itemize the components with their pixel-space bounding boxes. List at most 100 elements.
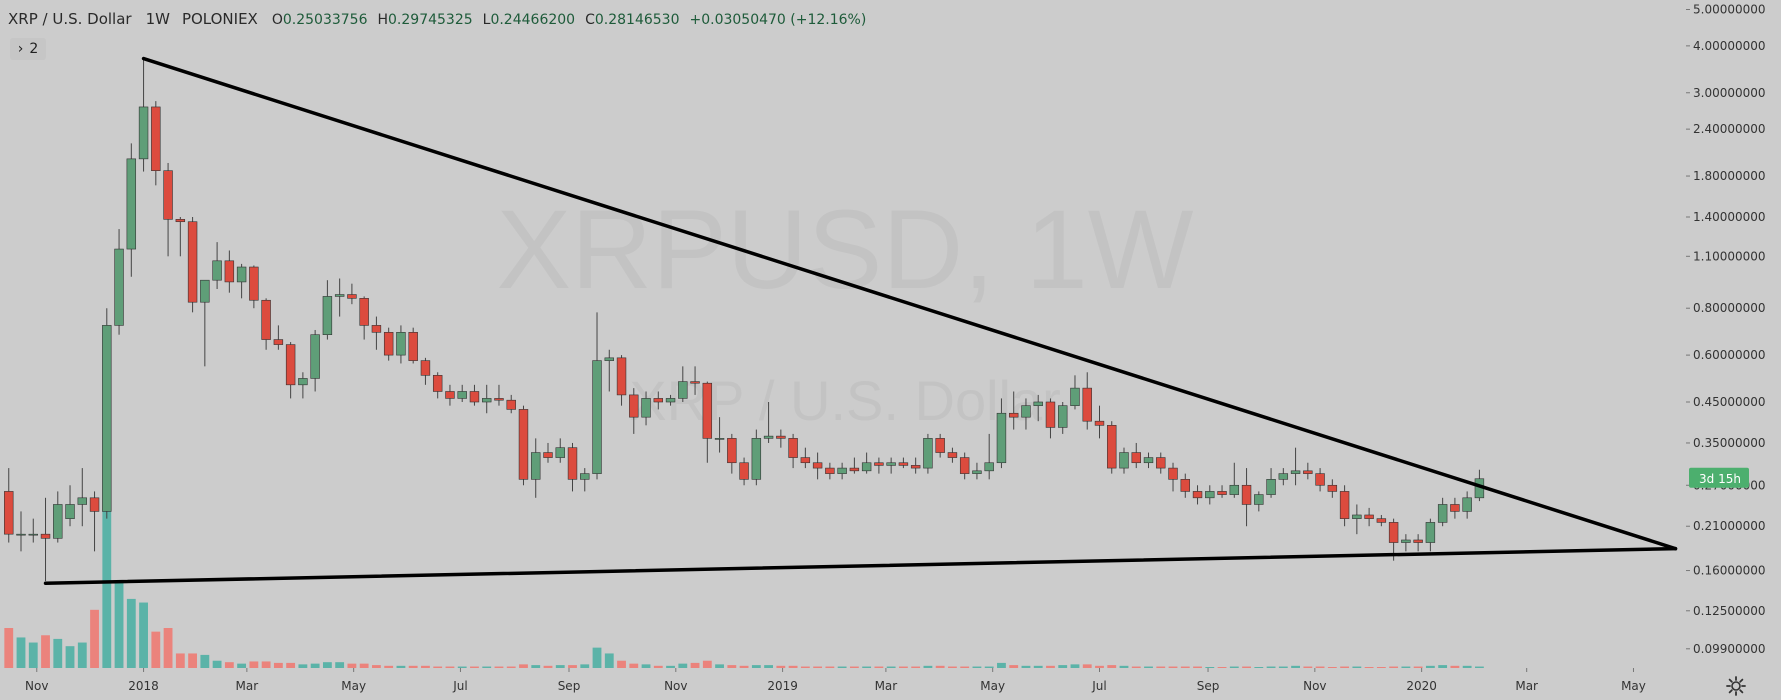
- candle-body: [1070, 387, 1080, 406]
- volume-bar: [1450, 665, 1460, 668]
- time-axis[interactable]: Nov 2018 Mar May Jul Sep Nov 2019 Mar May Jul Sep No…: [25, 668, 1646, 693]
- volume-bar: [874, 666, 884, 668]
- volume-bar: [788, 665, 798, 668]
- candle-body: [800, 457, 811, 464]
- candle-body: [114, 248, 124, 326]
- volume-bar: [163, 628, 173, 668]
- volume-bar: [1217, 667, 1227, 668]
- candle-body: [898, 462, 909, 466]
- candle-body: [175, 219, 186, 223]
- candle-body: [1205, 491, 1215, 499]
- candle-body: [1254, 494, 1264, 505]
- volume-bar: [702, 660, 712, 668]
- timeframe-label[interactable]: 1W: [145, 10, 170, 28]
- volume-bar: [114, 580, 124, 668]
- time-tick-label: Mar: [875, 679, 898, 693]
- candle-body: [1229, 484, 1240, 495]
- candle-body: [1303, 470, 1313, 474]
- candle-body: [494, 398, 504, 401]
- change-value: +0.03050470 (+12.16%): [689, 12, 867, 28]
- candle-body: [702, 382, 713, 439]
- volume-bar: [1291, 665, 1300, 668]
- candle-body: [690, 381, 700, 384]
- candle-body: [776, 435, 786, 439]
- volume-bar: [972, 666, 982, 668]
- candle-body: [641, 398, 651, 418]
- candle-body: [1290, 470, 1301, 474]
- candle-body: [506, 399, 516, 410]
- volume-bar: [298, 664, 308, 668]
- candle-body: [359, 298, 369, 326]
- candle-body: [4, 491, 14, 535]
- candle-body: [347, 294, 357, 299]
- volume-bar: [727, 665, 737, 668]
- volume-bar: [237, 663, 247, 668]
- volume-bar: [923, 665, 933, 668]
- price-axis[interactable]: 5.00000000 4.00000000 3.00000000 2.40000000…: [1686, 2, 1766, 656]
- volume-bar: [776, 665, 786, 668]
- volume-bar: [188, 653, 197, 668]
- candle-body: [1021, 405, 1031, 418]
- candle-body: [1008, 412, 1019, 418]
- volume-bar: [1266, 666, 1276, 668]
- volume-bar: [715, 664, 724, 668]
- volume-bar: [1364, 667, 1374, 668]
- volume-bar: [1082, 664, 1092, 668]
- candle-body: [273, 339, 284, 345]
- candle-body: [874, 462, 884, 466]
- candle-body: [236, 266, 247, 283]
- candle-body: [1082, 387, 1092, 422]
- volume-bar: [1401, 666, 1411, 668]
- candle-body: [1278, 473, 1289, 480]
- volume-bar: [1474, 666, 1484, 668]
- volume-bar: [1229, 666, 1239, 668]
- candle-body: [249, 266, 259, 301]
- candle-body: [812, 462, 823, 469]
- candle-body: [432, 375, 443, 392]
- candle-body: [616, 357, 627, 396]
- candle-body: [200, 279, 210, 303]
- price-tick-label: 1.80000000: [1693, 169, 1766, 183]
- indicator-count: 2: [29, 41, 39, 57]
- trendline: [43, 546, 1678, 586]
- candle-body: [1241, 484, 1252, 505]
- volume-bar: [862, 666, 872, 668]
- volume-bar: [1327, 667, 1337, 668]
- time-tick-label: Jul: [1091, 679, 1106, 693]
- time-tick-label: Mar: [236, 679, 259, 693]
- candle-body: [1401, 539, 1411, 543]
- candle-body: [261, 299, 271, 340]
- time-tick-label: May: [1621, 679, 1646, 693]
- volume-bar: [629, 663, 639, 668]
- price-tick-label: 0.12500000: [1693, 604, 1766, 618]
- volume-bar: [997, 662, 1006, 668]
- candle-body: [212, 260, 222, 281]
- candle-body: [1058, 405, 1068, 428]
- volume-bar: [960, 666, 970, 668]
- candle-body: [837, 467, 847, 474]
- candle-body: [65, 504, 75, 519]
- gear-icon[interactable]: [1724, 674, 1748, 698]
- high-key: H: [377, 12, 389, 28]
- open-number: 0.25033756: [282, 12, 368, 28]
- volume-bar: [261, 661, 271, 668]
- candle-body: [482, 398, 492, 403]
- candle-body: [1339, 491, 1350, 519]
- volume-bar: [1278, 666, 1288, 668]
- volume-bar: [310, 663, 320, 668]
- price-tick-label: 0.45000000: [1693, 395, 1766, 409]
- volume-bar: [690, 662, 700, 668]
- volume-bar: [1425, 665, 1435, 668]
- indicators-toggle-button[interactable]: › 2: [10, 38, 46, 60]
- volume-bar: [445, 666, 455, 668]
- candle-body: [1425, 522, 1436, 543]
- candle-body: [187, 221, 198, 303]
- volume-bar: [1254, 667, 1264, 668]
- candle-body: [28, 533, 38, 536]
- low-value: L0.24466200: [483, 12, 575, 28]
- candle-body: [1315, 473, 1325, 486]
- volume-bar: [151, 631, 161, 668]
- symbol-title[interactable]: XRP / U.S. Dollar: [8, 10, 132, 28]
- candle-body: [334, 294, 345, 297]
